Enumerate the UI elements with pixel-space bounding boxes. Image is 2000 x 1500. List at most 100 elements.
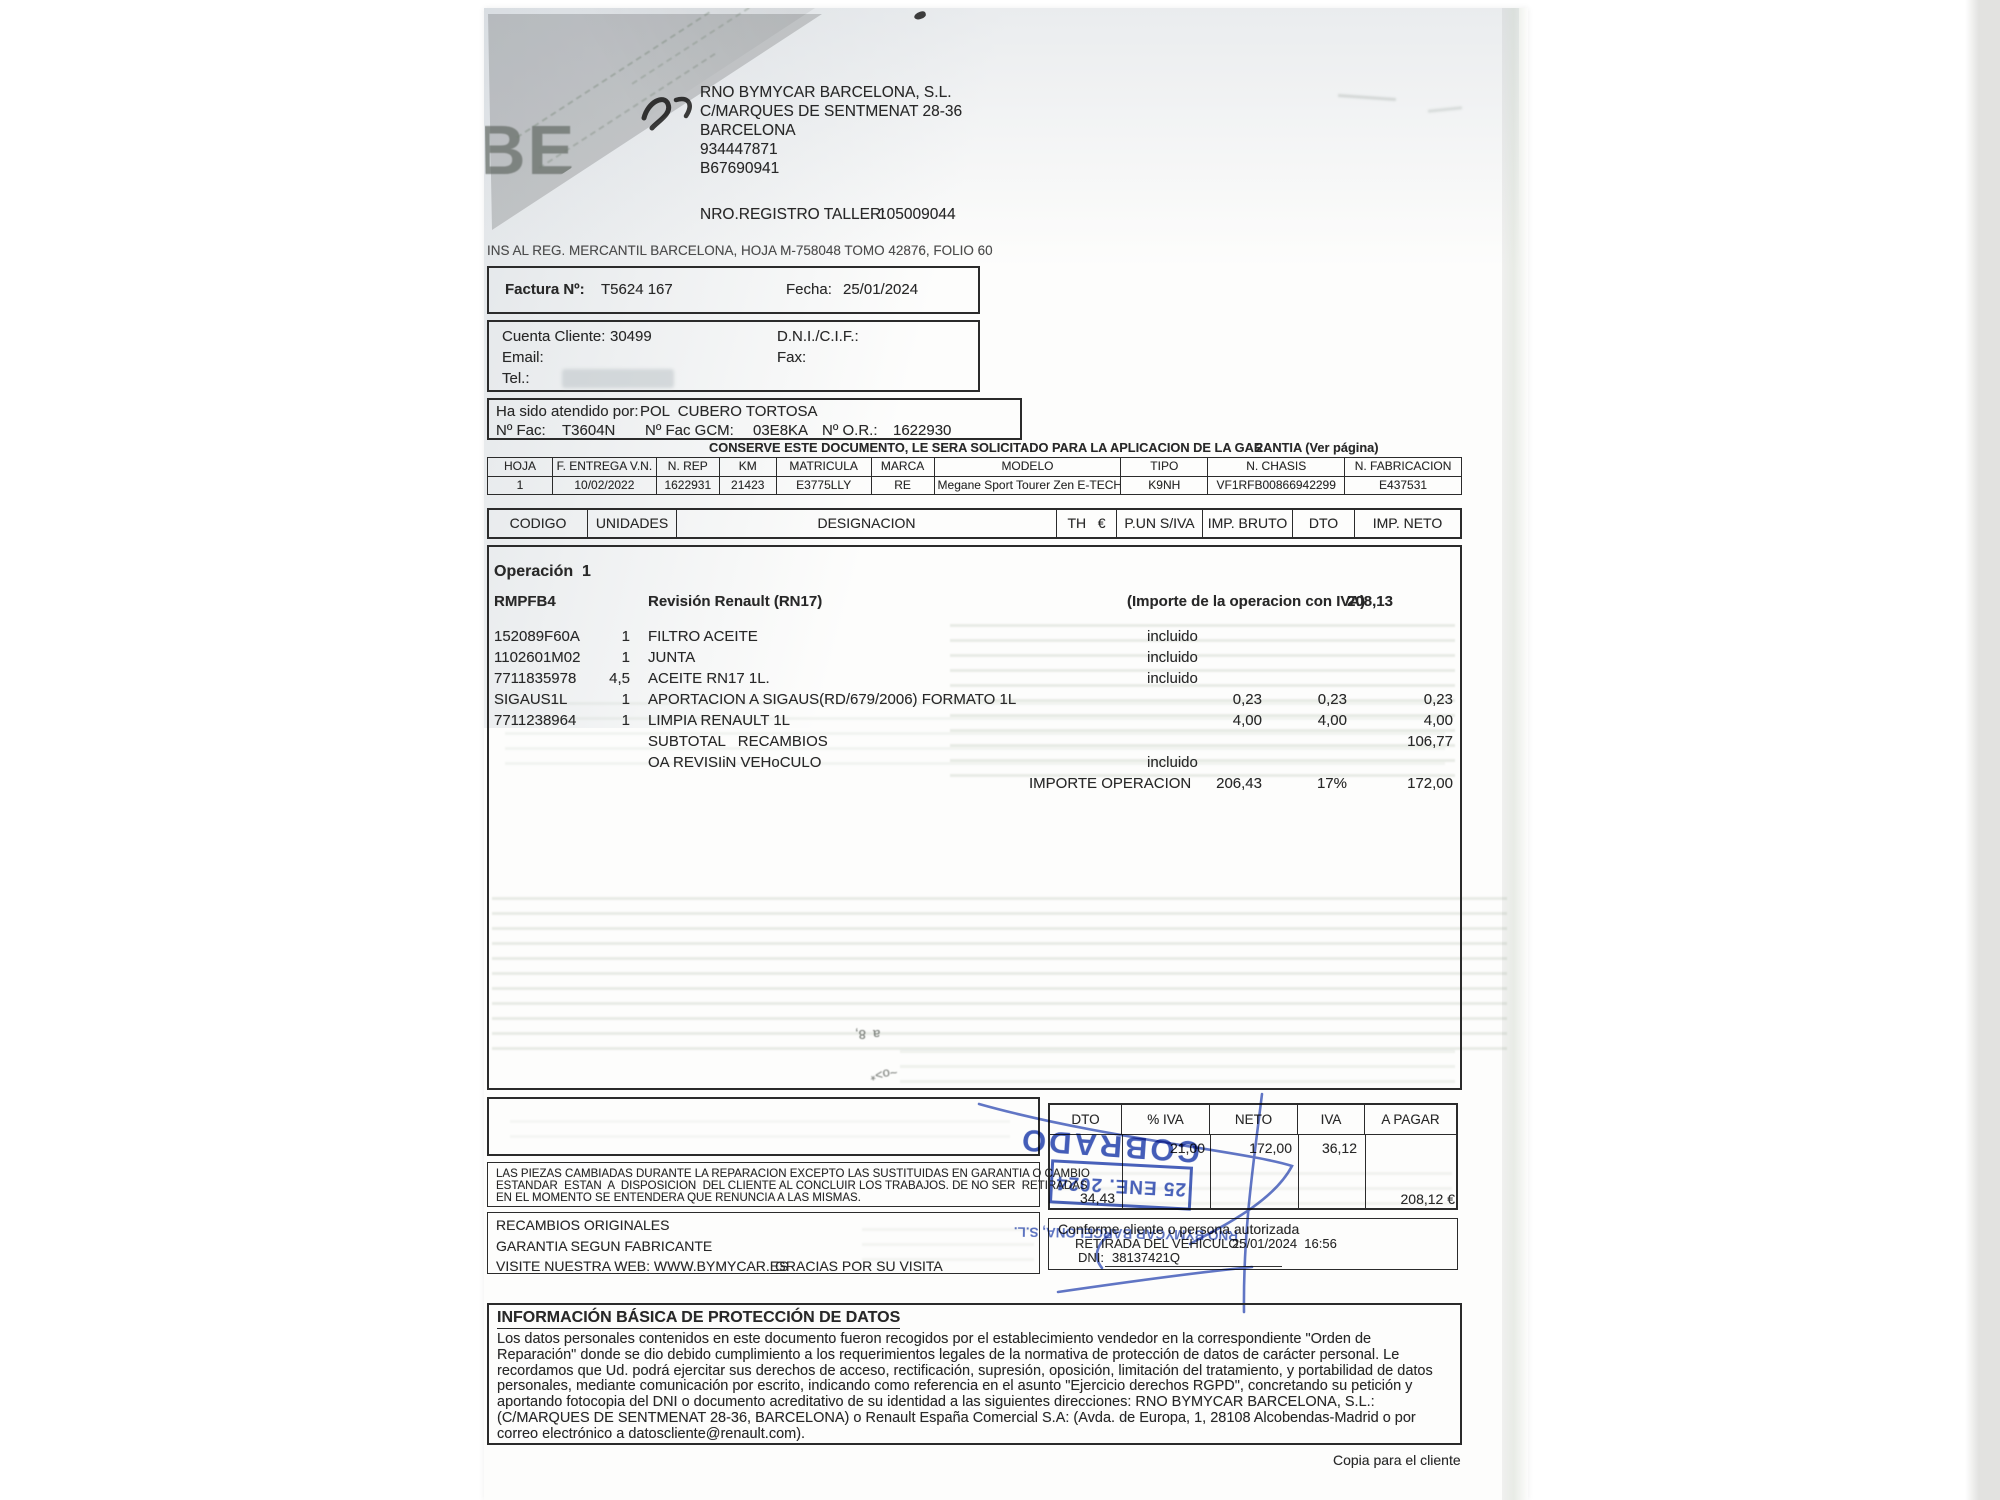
vehicle-col-header: TIPO — [1121, 458, 1209, 476]
conserve-warning: CONSERVE ESTE DOCUMENTO, LE SERA SOLICIT… — [709, 440, 1379, 455]
vehicle-cell: 21423 — [720, 477, 777, 494]
items-header-box — [487, 508, 1462, 539]
items-col-header: P.UN S/IVA — [1117, 510, 1203, 537]
items-col-header: UNIDADES — [588, 510, 677, 537]
vehicle-cell: RE — [872, 477, 935, 494]
scanner-right-strip — [1965, 0, 2000, 1500]
item-pun: incluido — [1147, 628, 1198, 645]
company-name: RNO BYMYCAR BARCELONA, S.L. — [700, 84, 952, 101]
vehicle-cell: E437531 — [1379, 477, 1428, 492]
gracias-note: GRACIAS POR SU VISITA — [775, 1258, 943, 1274]
item-units: 1 — [621, 712, 630, 729]
item-bruto: 0,23 — [1317, 691, 1347, 708]
item-pun: incluido — [1147, 649, 1198, 666]
totals-col-header: IVA — [1298, 1105, 1365, 1134]
operation-box — [487, 545, 1462, 1090]
bleedthrough-block — [950, 612, 1455, 787]
items-col-header: IMP. BRUTO — [1203, 510, 1293, 537]
vehicle-col-header: MODELO — [935, 458, 1122, 476]
atendido-box — [487, 398, 1022, 440]
vehicle-cell: VF1RFB00866942299 — [1208, 477, 1346, 494]
vehicle-cell: E3775LLY — [777, 477, 872, 494]
factura-box — [487, 266, 980, 314]
item-code: 1102601M02 — [494, 649, 581, 666]
fecha-value: 25/01/2024 — [843, 281, 919, 298]
bleedthrough-block — [900, 1038, 1455, 1086]
totals-col-line — [1210, 1135, 1211, 1208]
nfac-label: Nº Fac: — [496, 422, 546, 439]
garantia-note: GARANTIA SEGUN FABRICANTE — [496, 1238, 713, 1254]
protection-box — [487, 1303, 1462, 1445]
company-phone: 934447871 — [700, 141, 778, 158]
items-col-header: DTO — [1293, 510, 1355, 537]
importe-operacion-neto: 172,00 — [1407, 775, 1453, 792]
dni-value: 38137421Q — [1112, 1250, 1180, 1265]
item-designation: JUNTA — [648, 649, 696, 666]
fax-label: Fax: — [777, 349, 807, 366]
retirada-value: 25/01/2024 16:56 — [1232, 1236, 1337, 1251]
item-code: 7711835978 — [494, 670, 577, 687]
vehicle-cell: K9NH — [1121, 477, 1209, 494]
empty-note-box — [487, 1097, 1040, 1156]
item-code: 152089F60A — [494, 628, 580, 645]
date-stamp: 25 ENE. 2024 — [1048, 1159, 1194, 1211]
bleedthrough-block — [492, 885, 1507, 1060]
totals-iva: 36,12 — [1321, 1140, 1357, 1156]
subtotal-value: 106,77 — [1407, 733, 1453, 750]
totals-neto: 172,00 — [1249, 1140, 1292, 1156]
vehicle-cell: 10/02/2022 — [553, 477, 657, 494]
atendido-label: Ha sido atendido por: — [496, 403, 639, 420]
item-bruto: 4,00 — [1317, 712, 1347, 729]
totals-col-line — [1365, 1135, 1366, 1208]
items-header-row: CODIGO UNIDADES DESIGNACION TH € P.UN S/… — [489, 510, 1460, 537]
vehicle-col-header: N. REP — [657, 458, 720, 476]
item-pun: incluido — [1147, 754, 1198, 771]
vehicle-cell: 1 — [488, 477, 553, 494]
operation-importe-note-label: (Importe de la operacion con IVA) — [1127, 593, 1366, 610]
dni-cif-label: D.N.I./C.I.F.: — [777, 328, 859, 345]
email-label: Email: — [502, 349, 544, 366]
totals-col-header: NETO — [1210, 1105, 1298, 1134]
cuenta-value: 30499 — [610, 328, 652, 345]
items-col-header: CODIGO — [489, 510, 588, 537]
vehicle-col-header: MATRICULA — [777, 458, 872, 476]
dni-signature-line — [1105, 1266, 1282, 1267]
totals-col-line — [1298, 1135, 1299, 1208]
importe-operacion-label: IMPORTE OPERACION — [1029, 775, 1192, 792]
totals-a-pagar: 208,12 € — [1400, 1191, 1456, 1207]
items-col-header: TH € — [1057, 510, 1117, 537]
registro-taller-value: 105009044 — [878, 206, 956, 223]
totals-col-header: A PAGAR — [1381, 1111, 1440, 1127]
item-code: SIGAUS1L — [494, 691, 568, 708]
item-units: 4,5 — [609, 670, 630, 687]
nfacgcm-value: 03E8KA — [753, 422, 809, 439]
date-stamp-text: 25 ENE. 2024 — [1055, 1171, 1187, 1200]
vehicle-table — [487, 457, 1462, 495]
vehicle-cell: 1622931 — [657, 477, 720, 494]
factura-value: T5624 167 — [601, 281, 673, 298]
vehicle-col-header: N. CHASIS — [1208, 458, 1346, 476]
vehicle-col-header: HOJA — [488, 458, 553, 476]
recambios-note: RECAMBIOS ORIGINALES — [496, 1217, 670, 1233]
protection-body: Los datos personales contenidos en este … — [497, 1331, 1433, 1442]
item-units: 1 — [621, 649, 630, 666]
copy-note: Copia para el cliente — [1333, 1452, 1461, 1468]
cliente-box — [487, 320, 980, 392]
factura-label: Factura Nº: — [505, 281, 585, 298]
vehicle-col-header: N. FABRICACION — [1354, 459, 1452, 474]
items-col-header: IMP. NETO — [1372, 515, 1443, 532]
vehicle-table-header-row: HOJA F. ENTREGA V.N. N. REP KM MATRICULA… — [488, 458, 1461, 477]
cuenta-label: Cuenta Cliente: — [502, 328, 606, 345]
dni-label: DNI: — [1078, 1250, 1104, 1265]
company-cif: B67690941 — [700, 160, 780, 177]
subtotal-label: SUBTOTAL RECAMBIOS — [648, 733, 828, 750]
operation-title: Operación 1 — [494, 563, 591, 580]
operation-importe-note-value: 208,13 — [1347, 593, 1393, 610]
item-units: 1 — [621, 691, 630, 708]
vehicle-col-header: F. ENTREGA V.N. — [553, 458, 657, 476]
items-col-header: DESIGNACION — [677, 510, 1057, 537]
operation-name: Revisión Renault (RN17) — [648, 593, 823, 610]
atendido-value: POL CUBERO TORTOSA — [640, 403, 818, 420]
vehicle-col-header: MARCA — [872, 458, 935, 476]
item-neto: 4,00 — [1423, 712, 1453, 729]
